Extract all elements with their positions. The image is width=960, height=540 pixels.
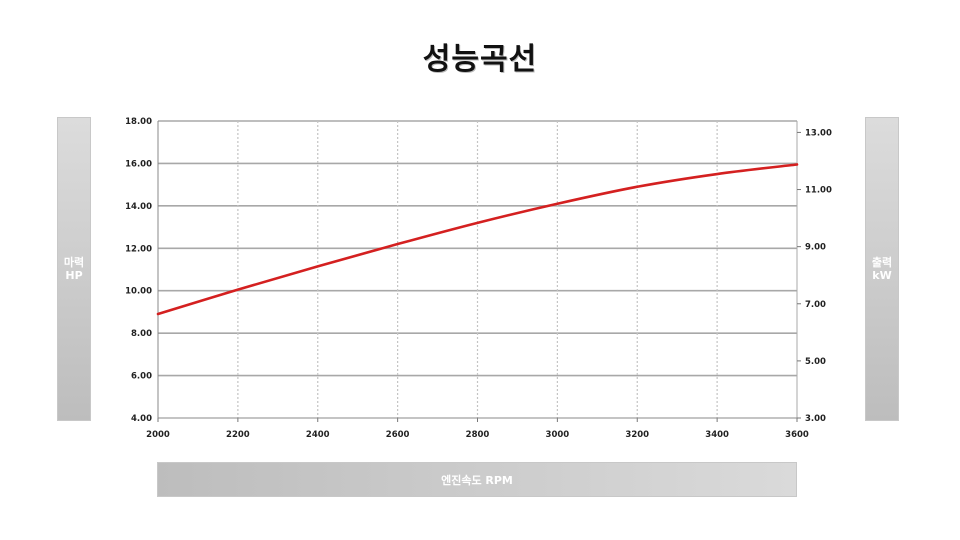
left-axis-label-line2: HP xyxy=(65,269,83,282)
right-axis-label-box: 출력 kW xyxy=(865,117,899,421)
x-tick-label: 3600 xyxy=(785,430,809,440)
y-tick-label: 4.00 xyxy=(131,414,152,424)
x-tick-label: 2000 xyxy=(146,430,170,440)
x-tick-label: 2400 xyxy=(306,430,330,440)
x-axis-label-box: 엔진속도 RPM xyxy=(157,462,797,497)
y2-tick-label: 11.00 xyxy=(805,186,832,196)
x-tick-label: 3400 xyxy=(705,430,729,440)
axis-layer: 4.00 6.00 8.00 10.00 12.00 14.00 16.00 18.00 200… xyxy=(125,117,832,440)
right-axis-label-line2: kW xyxy=(872,269,892,282)
right-axis-label-line1: 출력 xyxy=(871,256,893,269)
x-tick-label: 2800 xyxy=(466,430,490,440)
y-tick-label: 18.00 xyxy=(125,117,152,127)
y2-tick-label: 13.00 xyxy=(805,128,832,138)
left-axis-label-line1: 마력 xyxy=(63,256,85,269)
y2-tick-label: 3.00 xyxy=(805,414,826,424)
y2-tick-label: 5.00 xyxy=(805,357,826,367)
y-tick-label: 10.00 xyxy=(125,287,152,297)
chart-title: 성능곡선 xyxy=(422,42,538,77)
x-tick-label: 3000 xyxy=(546,430,570,440)
x-tick-label: 2200 xyxy=(226,430,250,440)
y-tick-label: 6.00 xyxy=(131,372,152,382)
y-tick-label: 8.00 xyxy=(131,329,152,339)
y2-tick-label: 7.00 xyxy=(805,300,826,310)
series-line xyxy=(156,163,799,316)
y-tick-label: 16.00 xyxy=(125,159,152,169)
y-tick-label: 14.00 xyxy=(125,202,152,212)
left-axis-label-box: 마력 HP xyxy=(57,117,91,421)
grid-layer xyxy=(158,120,797,419)
series-layer xyxy=(156,163,799,316)
y2-tick-label: 9.00 xyxy=(805,243,826,253)
x-axis-label: 엔진속도 RPM xyxy=(441,473,513,487)
x-tick-label: 3200 xyxy=(625,430,649,440)
x-tick-label: 2600 xyxy=(386,430,410,440)
y-tick-label: 12.00 xyxy=(125,244,152,254)
